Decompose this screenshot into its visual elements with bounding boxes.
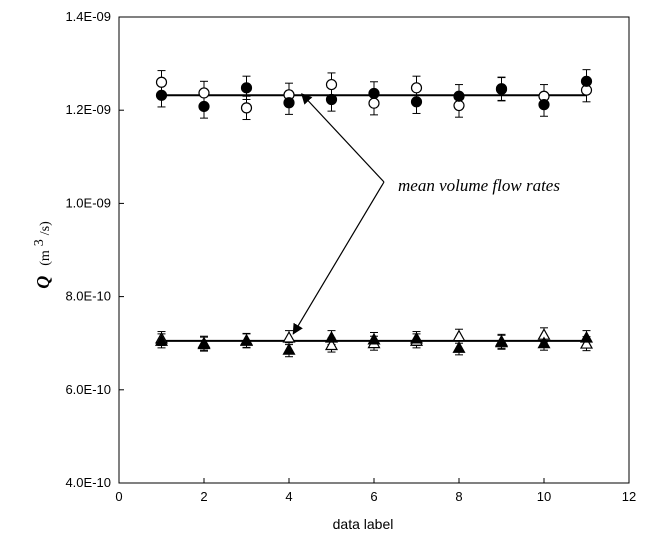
data-point-circle-filled <box>325 93 338 106</box>
data-point-circle-filled <box>283 97 295 109</box>
data-point-triangle-filled <box>537 336 551 349</box>
x-axis-label: data label <box>333 516 394 532</box>
data-point-circle-open <box>198 87 210 99</box>
annotation-arrow <box>292 181 385 335</box>
x-tick-label: 12 <box>622 489 636 504</box>
data-point-circle-open <box>325 78 338 91</box>
y-axis-label-unit: (m <box>38 250 53 266</box>
y-axis-label-unit-superscript: 3 <box>32 239 47 246</box>
data-points <box>154 75 594 355</box>
annotation-label: mean volume flow rates <box>398 176 560 195</box>
data-point-triangle-open <box>579 336 594 349</box>
data-point-triangle-filled <box>197 337 211 350</box>
data-point-triangle-filled <box>452 341 466 353</box>
data-point-circle-filled <box>580 75 593 87</box>
data-point-triangle-filled <box>409 331 424 344</box>
data-point-triangle-open <box>282 330 296 343</box>
data-point-circle-open <box>155 76 168 88</box>
data-point-circle-filled <box>538 99 550 111</box>
data-point-triangle-filled <box>579 330 594 343</box>
data-point-triangle-filled <box>239 333 254 346</box>
data-point-triangle-filled <box>494 334 509 347</box>
y-axis-label-unit-end: /s) <box>38 221 53 235</box>
data-point-triangle-filled <box>324 330 339 343</box>
y-tick-label: 1.0E-09 <box>65 195 111 210</box>
x-tick-label: 4 <box>285 489 292 504</box>
y-axis-label-symbol: Q <box>33 276 53 289</box>
data-point-triangle-open <box>324 338 339 351</box>
data-point-triangle-filled <box>367 332 381 345</box>
x-tick-label: 8 <box>455 489 462 504</box>
y-tick-label: 1.2E-09 <box>65 102 111 117</box>
data-point-circle-filled <box>495 83 508 95</box>
y-tick-label: 6.0E-10 <box>65 382 111 397</box>
x-axis-ticks: 0 2 4 6 8 10 12 <box>115 478 636 504</box>
x-tick-label: 6 <box>370 489 377 504</box>
data-point-circle-filled <box>410 96 423 108</box>
y-tick-label: 4.0E-10 <box>65 475 111 490</box>
x-tick-label: 2 <box>200 489 207 504</box>
data-point-triangle-open <box>452 329 466 342</box>
data-point-circle-filled <box>453 90 465 102</box>
data-point-triangle-filled <box>282 342 296 355</box>
data-point-circle-open <box>240 102 253 114</box>
y-axis-label: Q (m 3 /s) <box>30 221 53 289</box>
annotation-arrows <box>292 93 385 335</box>
data-point-circle-open <box>453 99 465 112</box>
y-tick-label: 8.0E-10 <box>65 289 111 304</box>
x-tick-label: 0 <box>115 489 122 504</box>
data-point-circle-open <box>368 97 380 109</box>
data-point-circle-filled <box>155 89 168 101</box>
x-tick-label: 10 <box>537 489 551 504</box>
annotation-arrow <box>301 93 385 183</box>
data-point-circle-open <box>410 82 423 94</box>
y-tick-label: 1.4E-09 <box>65 9 111 24</box>
data-point-circle-filled <box>368 87 380 100</box>
data-point-triangle-filled <box>154 334 169 346</box>
data-point-circle-filled <box>240 82 253 94</box>
data-point-circle-filled <box>198 100 210 113</box>
y-axis-ticks: 4.0E-10 6.0E-10 8.0E-10 1.0E-09 1.2E-09 1.4E-… <box>65 9 124 490</box>
